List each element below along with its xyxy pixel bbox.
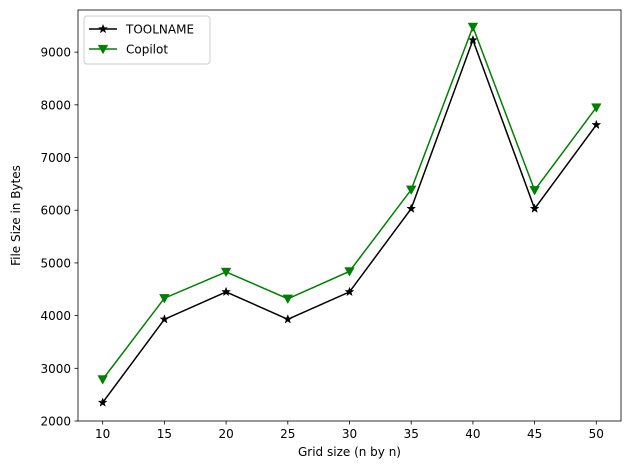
data-point <box>282 314 293 324</box>
x-tick-label: 25 <box>280 427 295 441</box>
x-tick-label: 50 <box>589 427 604 441</box>
data-point <box>159 314 170 324</box>
data-point <box>406 203 417 213</box>
x-axis-label: Grid size (n by n) <box>298 445 401 459</box>
data-point <box>405 185 417 195</box>
series-copilot <box>97 22 602 385</box>
data-point <box>467 22 479 33</box>
data-point <box>467 34 478 45</box>
x-tick-label: 15 <box>157 427 172 441</box>
plot-frame <box>77 9 622 422</box>
data-point <box>220 267 232 278</box>
data-point <box>529 186 540 196</box>
y-tick-label: 4000 <box>40 309 71 323</box>
data-point <box>159 294 170 304</box>
legend-item: Copilot <box>89 43 168 57</box>
series-layer <box>97 22 602 407</box>
data-point <box>529 203 540 213</box>
data-point <box>591 103 602 113</box>
legend-item: TOOLNAME <box>89 23 194 37</box>
series-toolname <box>97 34 602 407</box>
x-tick-label: 35 <box>404 427 419 441</box>
data-point <box>97 375 108 385</box>
y-tick-label: 3000 <box>40 362 71 376</box>
data-point <box>344 267 355 277</box>
legend: TOOLNAME Copilot <box>83 15 211 65</box>
x-axis-ticks: 10 15 20 25 30 35 40 45 50 <box>95 421 604 441</box>
y-tick-label: 5000 <box>40 256 71 270</box>
data-point <box>97 397 108 407</box>
y-tick-label: 2000 <box>40 415 71 429</box>
y-tick-label: 9000 <box>40 46 71 60</box>
legend-label: Copilot <box>126 43 168 57</box>
x-tick-label: 20 <box>218 427 233 441</box>
legend-label: TOOLNAME <box>125 23 194 37</box>
x-tick-label: 45 <box>527 427 542 441</box>
legend-marker <box>97 23 109 34</box>
x-tick-label: 40 <box>465 427 480 441</box>
y-tick-label: 6000 <box>40 204 71 218</box>
data-point <box>221 286 232 297</box>
y-tick-label: 7000 <box>40 151 71 165</box>
y-axis-label: File Size in Bytes <box>9 165 23 266</box>
data-point <box>344 286 355 297</box>
plot-area <box>78 10 621 421</box>
x-tick-label: 30 <box>342 427 357 441</box>
y-axis-ticks: 2000 3000 4000 5000 6000 7000 8000 9000 <box>40 46 78 429</box>
data-point <box>591 119 602 130</box>
y-tick-label: 8000 <box>40 98 71 112</box>
legend-marker <box>97 44 109 55</box>
data-point <box>282 294 294 305</box>
x-tick-label: 10 <box>95 427 110 441</box>
legend-box <box>83 15 211 65</box>
